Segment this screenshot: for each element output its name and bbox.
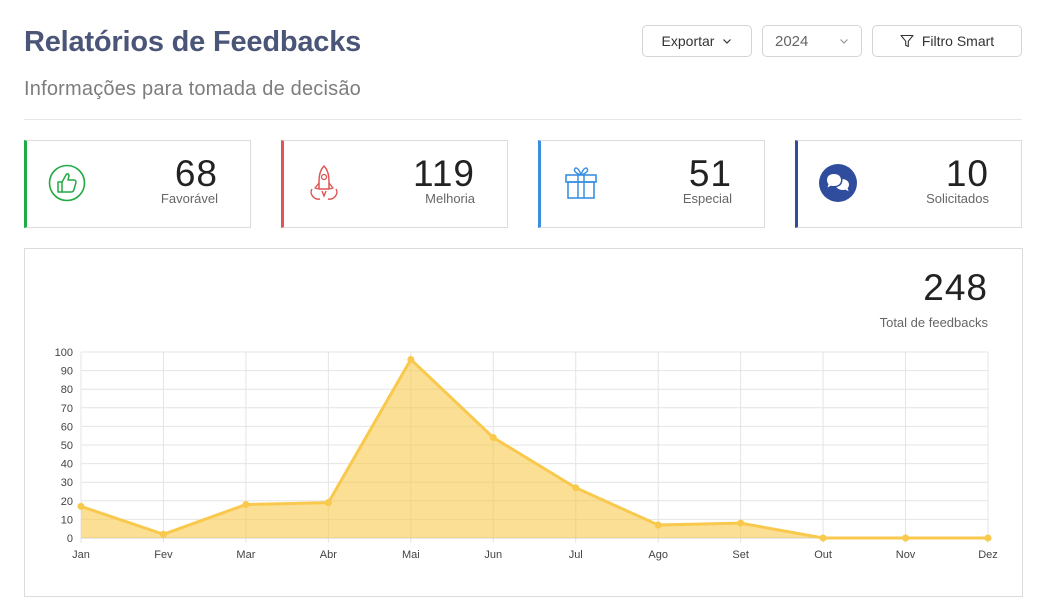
- export-button[interactable]: Exportar: [642, 25, 752, 57]
- x-tick-label: Mai: [402, 549, 420, 561]
- total-label: Total de feedbacks: [879, 315, 988, 330]
- x-tick-label: Dez: [978, 549, 998, 561]
- card-solicitados: 10 Solicitados: [795, 140, 1022, 228]
- y-tick-label: 60: [61, 421, 73, 433]
- card-favoravel: 68 Favorável: [24, 140, 251, 228]
- x-tick-label: Fev: [154, 549, 173, 561]
- y-tick-label: 50: [61, 440, 73, 452]
- x-tick-label: Jan: [72, 549, 90, 561]
- smart-filter-button[interactable]: Filtro Smart: [872, 25, 1022, 57]
- export-label: Exportar: [661, 33, 715, 49]
- filter-label: Filtro Smart: [921, 33, 995, 49]
- card-value: 68: [174, 153, 218, 194]
- data-point[interactable]: [159, 530, 167, 538]
- gift-icon: [565, 167, 597, 199]
- card-value: 119: [413, 153, 475, 194]
- x-tick-label: Abr: [320, 549, 337, 561]
- y-tick-label: 90: [61, 366, 73, 378]
- year-value: 2024: [775, 32, 809, 50]
- x-tick-label: Jun: [484, 549, 502, 561]
- data-point[interactable]: [737, 519, 745, 527]
- series-line: [80, 357, 988, 540]
- data-point[interactable]: [242, 501, 250, 509]
- filter-icon: [900, 34, 914, 48]
- x-tick-label: Nov: [896, 549, 916, 561]
- y-tick-label: 0: [67, 533, 73, 545]
- x-tick-label: Out: [814, 549, 832, 561]
- card-label: Melhoria: [425, 191, 475, 206]
- y-tick-label: 30: [61, 477, 73, 489]
- card-melhoria: 119 Melhoria: [281, 140, 508, 228]
- chart-ticks: 0 10 20 30 40 50 60 70 80 90 100 Jan Fev Mar Abr Mai Jun…: [55, 347, 998, 561]
- page-subtitle: Informações para tomada de decisão: [24, 78, 361, 100]
- x-tick-label: Ago: [648, 549, 668, 561]
- chevron-down-icon: [840, 39, 848, 44]
- feedback-area-chart: 0 10 20 30 40 50 60 70 80 90 100 Jan Fev Mar Abr Mai Jun…: [55, 347, 998, 561]
- rocket-icon: [310, 165, 338, 200]
- y-tick-label: 100: [55, 347, 73, 359]
- x-tick-label: Jul: [569, 549, 583, 561]
- year-select[interactable]: 2024: [762, 25, 862, 57]
- chat-bubbles-icon: [819, 164, 857, 202]
- data-point[interactable]: [654, 521, 662, 529]
- card-value: 10: [945, 153, 989, 194]
- card-label: Favorável: [160, 191, 218, 206]
- card-label: Solicitados: [926, 191, 989, 206]
- y-tick-label: 40: [61, 459, 73, 471]
- series-area: [81, 359, 988, 538]
- summary-cards: 68 Favorável 119 Melhoria 51 Especial: [24, 140, 1022, 228]
- data-point[interactable]: [324, 499, 332, 507]
- data-point[interactable]: [902, 534, 910, 542]
- chart-panel: 0 10 20 30 40 50 60 70 80 90 100 Jan Fev Mar Abr Mai Jun…: [24, 248, 1023, 597]
- total-value: 248: [923, 267, 988, 308]
- chevron-down-icon: [723, 39, 732, 44]
- x-tick-label: Mar: [236, 549, 255, 561]
- thumbs-up-icon: [48, 164, 86, 202]
- data-point[interactable]: [77, 502, 85, 510]
- data-point[interactable]: [984, 534, 992, 542]
- toolbar: Exportar 2024 Filtro Smart: [642, 25, 1022, 57]
- card-label: Especial: [682, 191, 732, 206]
- y-tick-label: 20: [61, 496, 73, 508]
- data-point[interactable]: [819, 534, 827, 542]
- chart-series: [77, 355, 992, 542]
- data-point[interactable]: [407, 355, 415, 363]
- y-tick-label: 10: [61, 514, 73, 526]
- data-point[interactable]: [489, 434, 497, 442]
- data-point[interactable]: [572, 484, 580, 492]
- x-tick-label: Set: [732, 549, 749, 561]
- y-tick-label: 80: [61, 384, 73, 396]
- y-tick-label: 70: [61, 403, 73, 415]
- page-header: Relatórios de Feedbacks Informações para…: [24, 22, 1022, 120]
- card-especial: 51 Especial: [538, 140, 765, 228]
- page-title: Relatórios de Feedbacks: [24, 26, 362, 58]
- card-value: 51: [688, 153, 732, 194]
